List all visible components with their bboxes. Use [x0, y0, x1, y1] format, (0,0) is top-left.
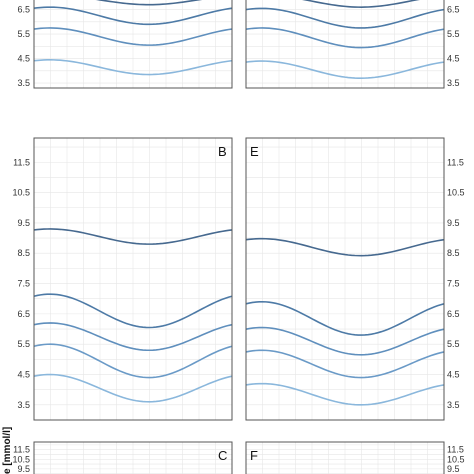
y-tick-label: 10.5 [447, 188, 465, 198]
y-tick-label: 10.5 [12, 188, 30, 198]
series-line-2 [33, 293, 233, 329]
y-tick-label: 6.5 [447, 5, 460, 15]
panel-F: 11.510.59.58.57.5F [245, 441, 465, 474]
y-tick-label: 4.5 [447, 370, 460, 380]
series-line-3 [245, 27, 445, 49]
y-tick-label: 7.5 [447, 279, 460, 289]
y-tick-label: 10.5 [447, 454, 465, 464]
y-tick-label: 11.5 [447, 157, 464, 167]
series-line-4 [33, 59, 233, 76]
y-tick-label: 6.5 [17, 309, 30, 319]
y-tick-label: 10.5 [12, 454, 30, 464]
panel-frame [33, 137, 233, 421]
panel-frame [245, 441, 445, 474]
panel-B: 11.5 10.5 9.5 8.5 7.5 6.5 5.5 4.5 3.5 B [12, 137, 233, 421]
y-tick-label: 7.5 [17, 279, 30, 289]
y-tick-label: 5.5 [447, 29, 460, 39]
y-tick-label: 4.5 [17, 54, 30, 64]
series-line-3 [33, 322, 233, 352]
panel-frame [245, 0, 445, 89]
y-tick-label: 5.5 [17, 339, 30, 349]
y-tick-label: 3.5 [447, 400, 460, 410]
y-tick-label: 11.5 [447, 445, 464, 455]
y-tick-label: 8.5 [17, 248, 30, 258]
series-line-3 [245, 326, 445, 356]
panel-label: E [250, 144, 259, 159]
series-line-2 [33, 6, 233, 26]
panel-frame [33, 0, 233, 89]
y-tick-label: 9.5 [17, 218, 30, 228]
panel-D: 6.5 5.5 4.5 3.5 [245, 0, 460, 89]
y-tick-label: 4.5 [17, 370, 30, 380]
series-line-3 [33, 27, 233, 46]
y-tick-label: 5.5 [447, 339, 460, 349]
y-tick-label: 9.5 [447, 218, 460, 228]
series-line-2 [245, 300, 445, 336]
panel-C: 11.510.59.58.57.5Ce [mmol/l] [2, 427, 233, 474]
y-tick-label: 4.5 [447, 54, 460, 64]
y-tick-label: 5.5 [17, 29, 30, 39]
y-tick-label: 3.5 [17, 400, 30, 410]
y-tick-label: 6.5 [17, 5, 30, 15]
panel-label: B [218, 144, 227, 159]
y-tick-label: 9.5 [17, 464, 30, 474]
series-line-1 [245, 237, 445, 257]
panel-label: C [218, 448, 227, 463]
series-line-5 [33, 373, 233, 403]
panel-frame [245, 137, 445, 421]
y-tick-label: 11.5 [13, 445, 30, 455]
y-tick-label: 11.5 [13, 157, 30, 167]
series-line-1 [33, 228, 233, 245]
series-line-2 [245, 7, 445, 29]
panel-frame [33, 441, 233, 474]
y-tick-label: 3.5 [447, 78, 460, 88]
series-line-4 [245, 60, 445, 80]
series-line-1 [301, 0, 420, 8]
y-tick-label: 3.5 [17, 78, 30, 88]
y-axis-label: e [mmol/l] [2, 427, 13, 474]
y-tick-label: 8.5 [447, 248, 460, 258]
series-line-4 [245, 349, 445, 379]
series-line-5 [245, 382, 445, 406]
panel-A: 6.5 5.5 4.5 3.5 [17, 0, 233, 89]
y-tick-label: 9.5 [447, 464, 460, 474]
y-tick-label: 6.5 [447, 309, 460, 319]
series-line-4 [33, 343, 233, 379]
panel-E: 11.5 10.5 9.5 8.5 7.5 6.5 5.5 4.5 3.5 E [245, 137, 465, 421]
panel-label: F [250, 448, 258, 463]
series-line-1 [95, 0, 203, 6]
